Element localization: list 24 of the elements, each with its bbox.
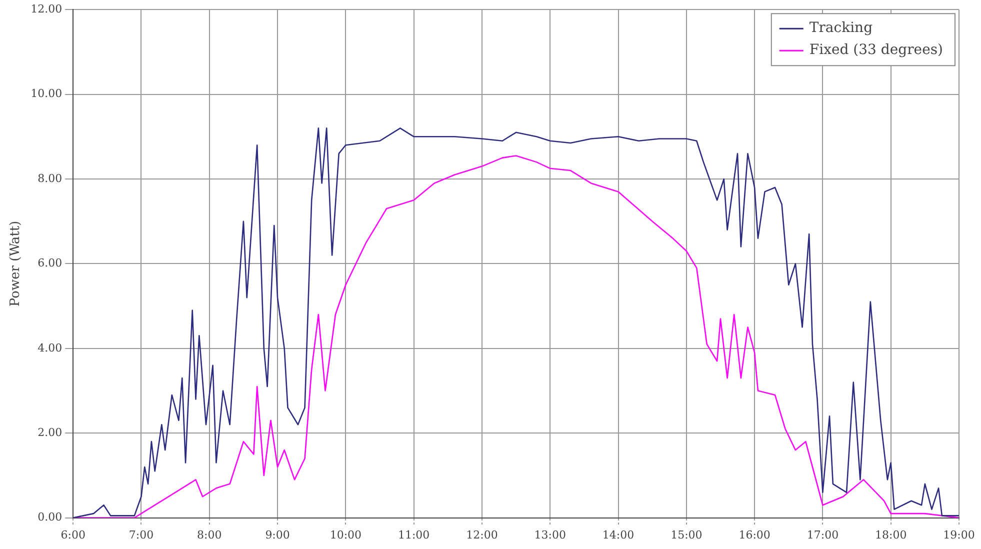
x-tick-label: 7:00 [128,528,154,542]
y-tick-label: 8.00 [38,172,62,185]
x-tick-label: 19:00 [943,528,975,542]
x-tick-label: 10:00 [330,528,362,542]
x-tick-label: 13:00 [534,528,566,542]
x-tick-label: 8:00 [197,528,222,542]
x-tick-label: 17:00 [806,528,839,542]
y-tick-label: 0.00 [38,510,62,524]
x-tick-label: 18:00 [875,528,907,542]
x-tick-label: 14:00 [602,528,634,542]
y-tick-label: 12.00 [30,2,62,16]
y-tick-label: 2.00 [38,426,62,439]
x-tick-label: 16:00 [738,528,770,542]
y-tick-label: 6.00 [38,256,62,270]
x-tick-label: 6:00 [60,528,86,542]
y-tick-label: 10.00 [30,87,62,100]
legend-label: Fixed (33 degrees) [809,42,944,58]
y-tick-label: 4.00 [38,341,62,354]
legend-label: Tracking [809,20,873,36]
x-tick-label: 15:00 [670,528,702,542]
y-axis-title: Power (Watt) [8,220,24,307]
x-tick-label: 11:00 [398,528,430,542]
x-tick-label: 9:00 [265,528,290,542]
x-tick-label: 12:00 [466,528,498,542]
